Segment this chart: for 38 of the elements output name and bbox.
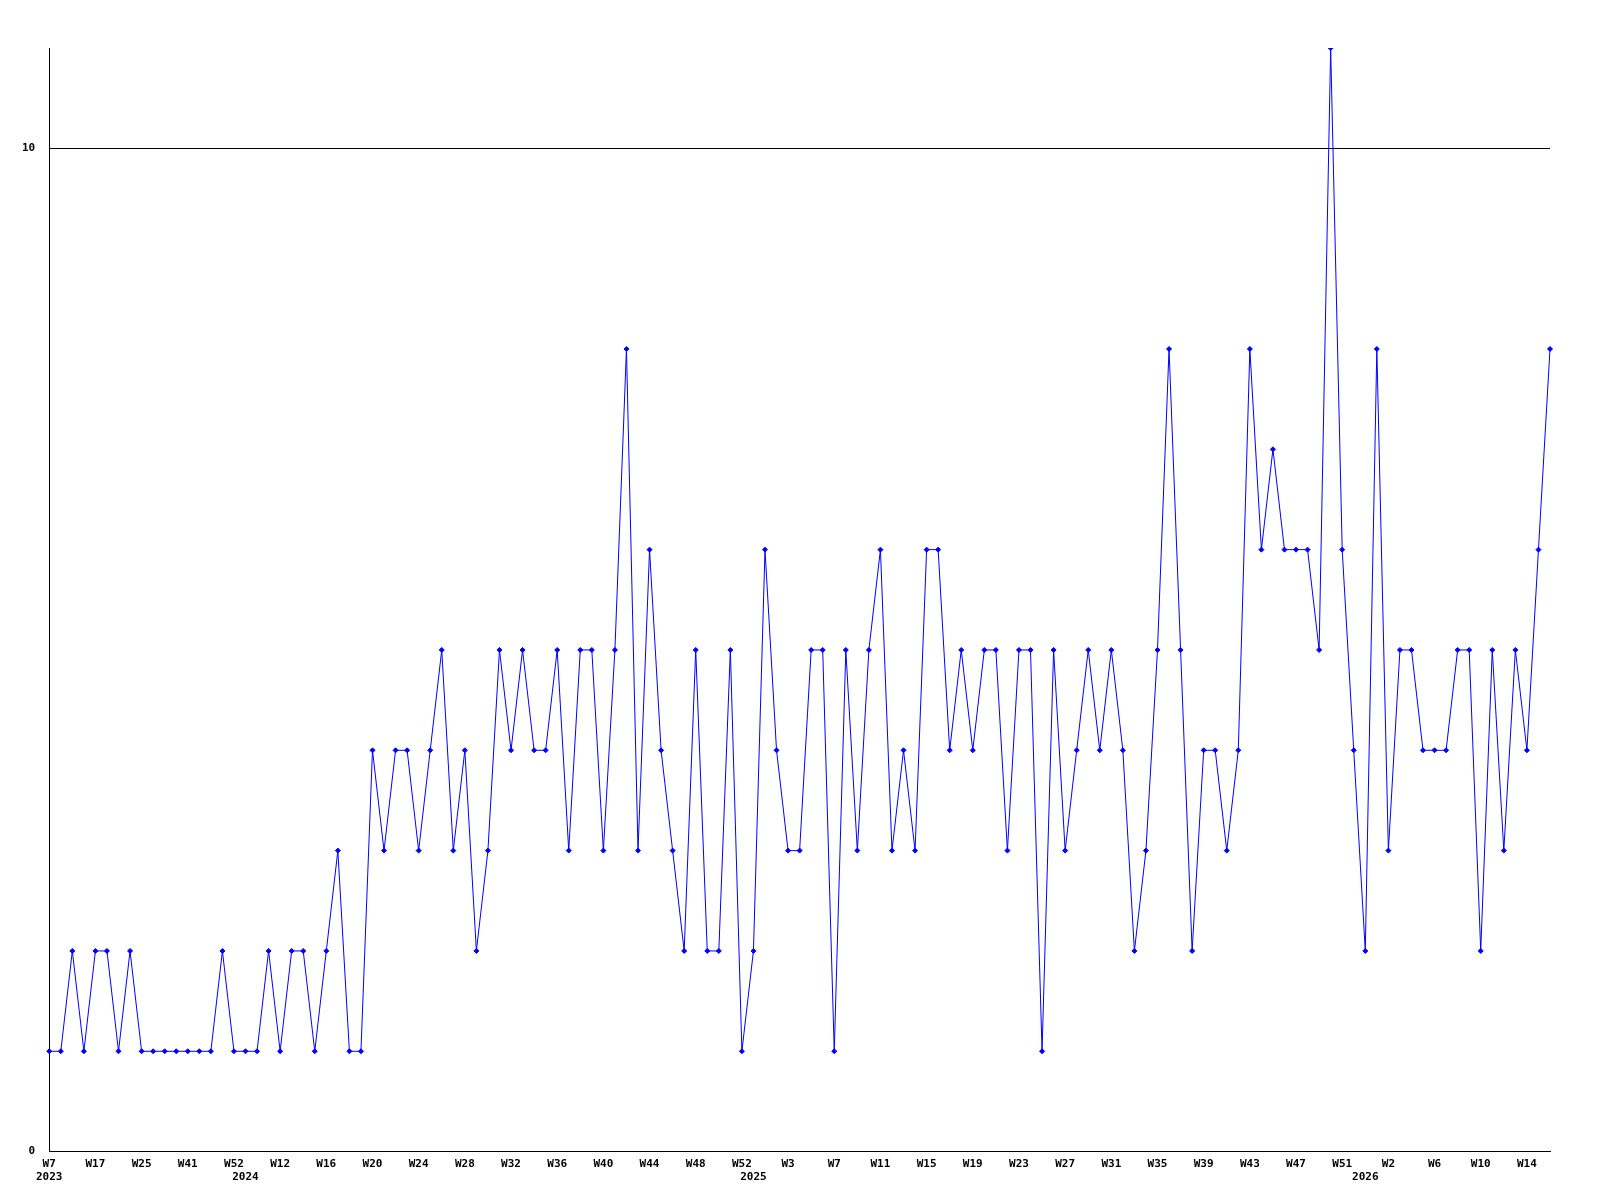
x-tick-label: 2025 [740,1170,767,1184]
x-tick-label: W52 [731,1157,752,1171]
x-tick-label: W43 [1239,1157,1260,1171]
y-tick-label: 0 [28,1144,36,1158]
x-tick-label: W7 2023 [36,1157,63,1184]
x-tick-label: W47 [1286,1157,1306,1171]
x-tick-label: W2 [1381,1157,1396,1171]
y-tick-label: 10 [22,141,36,155]
x-tick-label: W48 [685,1157,706,1171]
x-tick-label: W28 [454,1157,475,1171]
x-tick-label: W24 [408,1157,429,1171]
x-tick-label: W6 [1427,1157,1442,1171]
x-tick-label: W32 [501,1157,521,1171]
x-tick-label: W27 [1055,1157,1076,1171]
x-tick-label: W25 [131,1157,152,1171]
x-tick-label: W23 [1009,1157,1029,1171]
x-tick-label: W39 [1193,1157,1214,1171]
x-tick-label: 2026 [1352,1170,1379,1184]
x-tick-label: W41 [177,1157,199,1171]
x-tick-label: W20 [362,1157,383,1171]
x-tick-label: W51 [1332,1157,1353,1171]
x-tick-label: W11 [870,1157,891,1171]
x-tick-label: W35 [1147,1157,1168,1171]
x-tick-label: W14 [1516,1157,1538,1171]
x-tick-label: W16 [316,1157,337,1171]
x-tick-label: W7 [827,1157,841,1171]
x-tick-label: W52 [224,1157,244,1171]
x-tick-label: W3 [781,1157,795,1171]
x-tick-label: W19 [962,1157,983,1171]
x-tick-label: W12 [270,1157,291,1171]
x-tick-label: W40 [593,1157,614,1171]
x-tick-label: W10 [1470,1157,1491,1171]
x-tick-label: W17 [85,1157,106,1171]
x-tick-label: 2024 [232,1170,260,1184]
x-tick-label: W44 [639,1157,660,1171]
x-tick-label: W15 [916,1157,937,1171]
x-tick-label: W36 [547,1157,568,1171]
x-tick-label: W31 [1101,1157,1122,1171]
